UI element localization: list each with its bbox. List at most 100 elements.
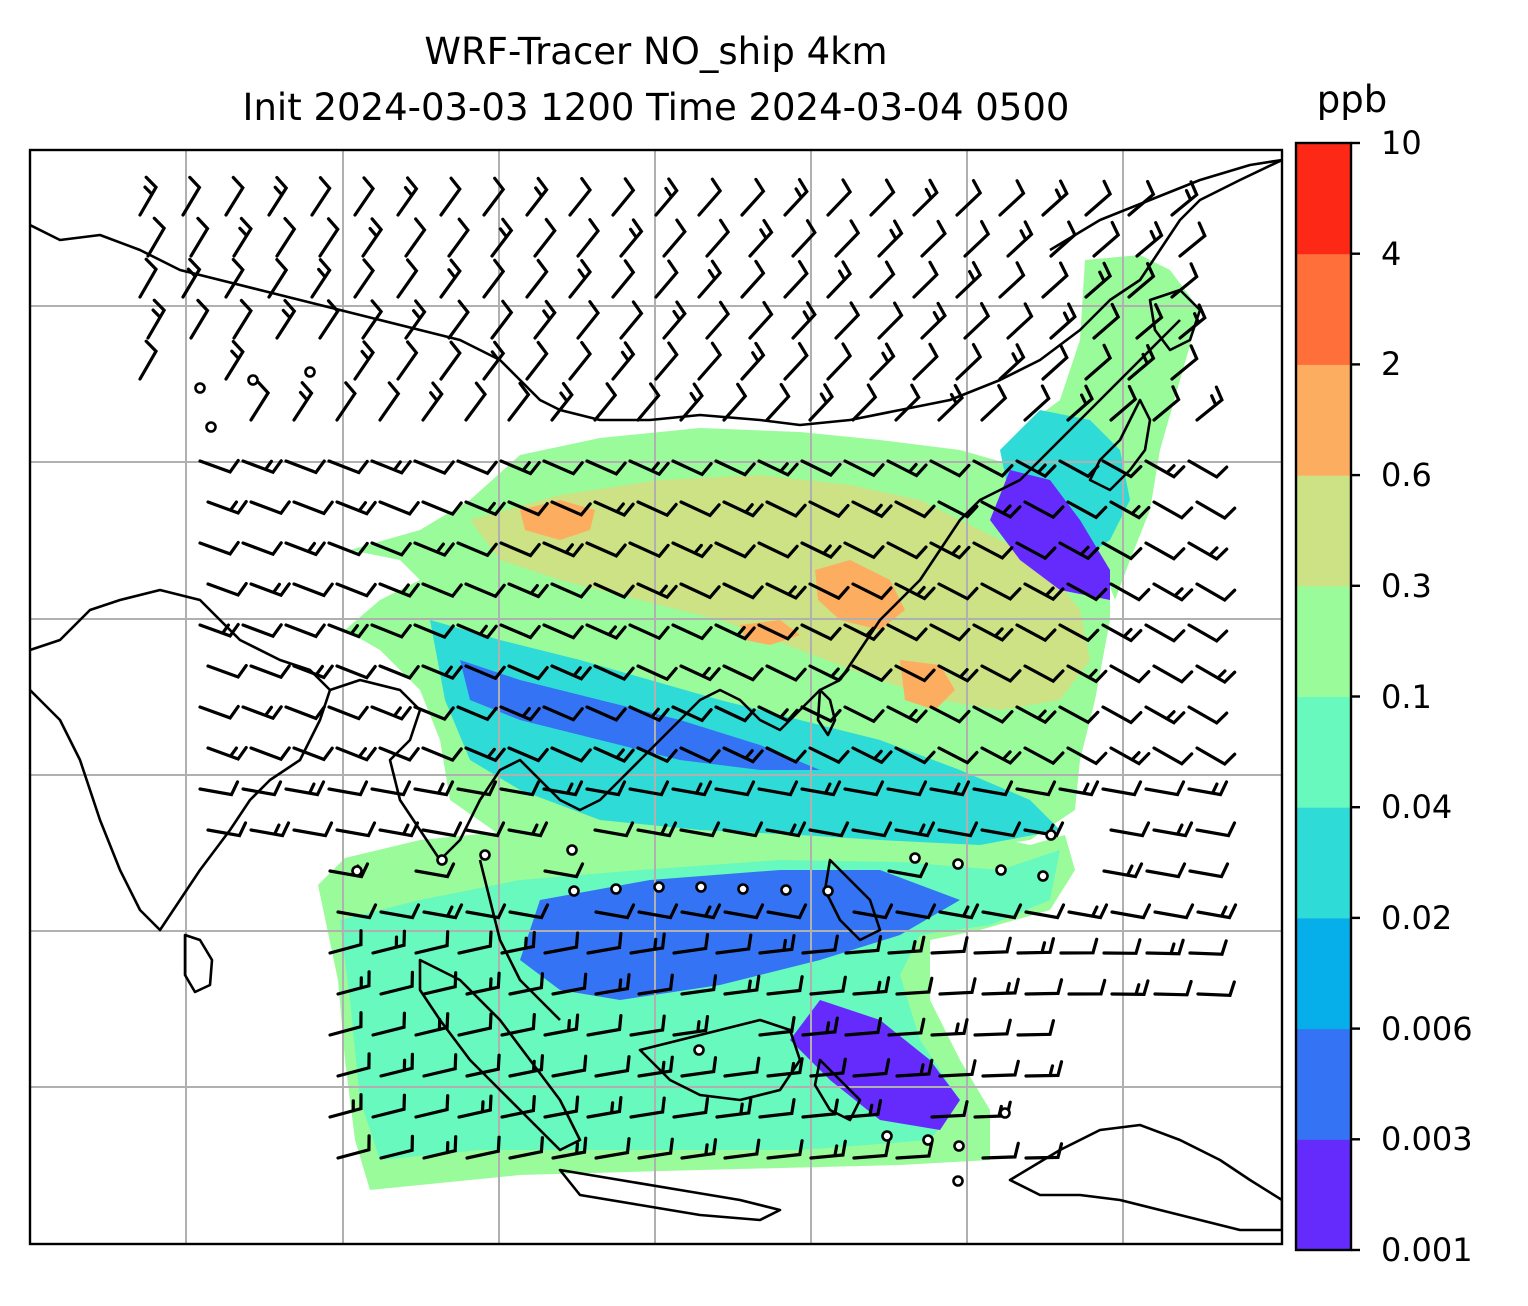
wind-barb xyxy=(585,459,627,476)
wind-barb xyxy=(292,821,334,838)
wind-barb xyxy=(783,178,809,217)
wind-barb xyxy=(508,903,550,920)
wind-barb xyxy=(672,933,710,955)
wind-barb xyxy=(972,459,1014,478)
wind-barb xyxy=(808,582,850,601)
colorbar-tick-label: 0.3 xyxy=(1381,566,1432,605)
wind-barb xyxy=(679,746,721,764)
wind-barb xyxy=(1066,582,1108,602)
wind-barb xyxy=(318,299,340,340)
wind-barb xyxy=(371,1093,406,1119)
wind-barb xyxy=(981,1059,1020,1078)
wind-barb xyxy=(439,340,462,381)
wind-barb xyxy=(1015,459,1057,479)
wind-barb xyxy=(834,219,861,258)
chart-title-line-1: WRF-Tracer NO_ship 4km xyxy=(424,30,888,73)
tracer-region-yellow xyxy=(470,475,1090,710)
wind-barb xyxy=(206,821,248,838)
wind-barb xyxy=(851,664,893,683)
wind-barb xyxy=(801,1016,839,1037)
wind-barb xyxy=(851,383,878,422)
wind-barb xyxy=(1187,623,1229,643)
wind-barb xyxy=(808,664,850,683)
wind-barb xyxy=(800,541,842,559)
wind-barb xyxy=(465,1135,501,1160)
wind-barb xyxy=(637,903,679,920)
colorbar-segment xyxy=(1296,1139,1351,1251)
wind-barb xyxy=(404,299,427,340)
wind-barb xyxy=(241,623,283,639)
wind-barb xyxy=(722,500,764,518)
wind-barb xyxy=(963,220,991,258)
wind-barb xyxy=(421,746,463,763)
wind-barb xyxy=(981,977,1020,996)
wind-barb xyxy=(310,258,332,299)
wind-barb xyxy=(568,177,593,217)
wind-barb xyxy=(671,780,713,797)
wind-barb xyxy=(542,623,584,640)
wind-barb xyxy=(198,622,240,638)
wind-barb xyxy=(586,1096,623,1119)
wind-barb xyxy=(421,381,444,422)
wind-barb xyxy=(894,582,936,601)
wind-barb xyxy=(851,746,893,765)
wind-barb xyxy=(1015,705,1057,725)
wind-barb xyxy=(800,623,842,641)
wind-barb xyxy=(508,1054,544,1078)
wind-barb xyxy=(585,541,627,558)
wind-barb xyxy=(628,780,670,797)
wind-barb xyxy=(1023,746,1065,766)
wind-barb xyxy=(542,459,584,476)
wind-barb xyxy=(457,1094,493,1119)
wind-barb xyxy=(1015,541,1057,561)
wind-barb xyxy=(843,623,885,642)
wind-barb xyxy=(1178,221,1207,258)
wind-barb xyxy=(930,936,969,955)
wind-barb xyxy=(611,341,636,381)
wind-barb xyxy=(310,176,332,217)
wind-barb xyxy=(593,500,635,517)
wind-barb xyxy=(1066,500,1108,520)
wind-barb xyxy=(533,299,557,340)
wind-barb xyxy=(1109,500,1151,520)
tracer-field xyxy=(318,255,1200,1190)
wind-barb xyxy=(576,300,601,340)
wind-barb xyxy=(232,298,253,340)
wind-barb xyxy=(766,1139,804,1160)
wind-barb xyxy=(490,299,514,340)
wind-barb xyxy=(594,903,636,920)
wind-barb xyxy=(249,500,291,516)
wind-barb xyxy=(758,1098,796,1119)
wind-barb xyxy=(637,1055,674,1078)
wind-barb xyxy=(1152,385,1181,422)
wind-barb xyxy=(1127,344,1156,381)
wind-barb xyxy=(629,1014,666,1037)
wind-barb xyxy=(869,342,896,381)
calm-marker xyxy=(695,881,707,893)
wind-barb xyxy=(422,1135,458,1160)
wind-barb xyxy=(284,541,326,557)
wind-barb xyxy=(791,219,817,258)
wind-barb xyxy=(894,500,936,519)
coastline-india xyxy=(30,588,332,932)
wind-barb xyxy=(370,705,412,721)
wind-barb xyxy=(1188,862,1230,879)
wind-barb xyxy=(680,1056,718,1078)
coastline-sulawesi xyxy=(813,1058,862,1122)
wind-barb xyxy=(353,258,376,299)
wind-barb xyxy=(414,930,450,955)
wind-barb xyxy=(930,1018,969,1037)
colorbar xyxy=(1296,141,1360,1252)
colorbar-segment xyxy=(1296,1028,1351,1140)
wind-barb xyxy=(328,1093,363,1119)
wind-barb xyxy=(887,935,926,955)
wind-barb xyxy=(972,623,1014,642)
wind-barb xyxy=(404,217,427,258)
wind-barb xyxy=(482,176,506,217)
wind-barb xyxy=(920,219,947,258)
wind-barb xyxy=(723,1138,761,1160)
wind-barb xyxy=(619,218,644,258)
wind-barb xyxy=(1178,303,1207,340)
colorbar-tick-label: 0.02 xyxy=(1381,898,1453,937)
